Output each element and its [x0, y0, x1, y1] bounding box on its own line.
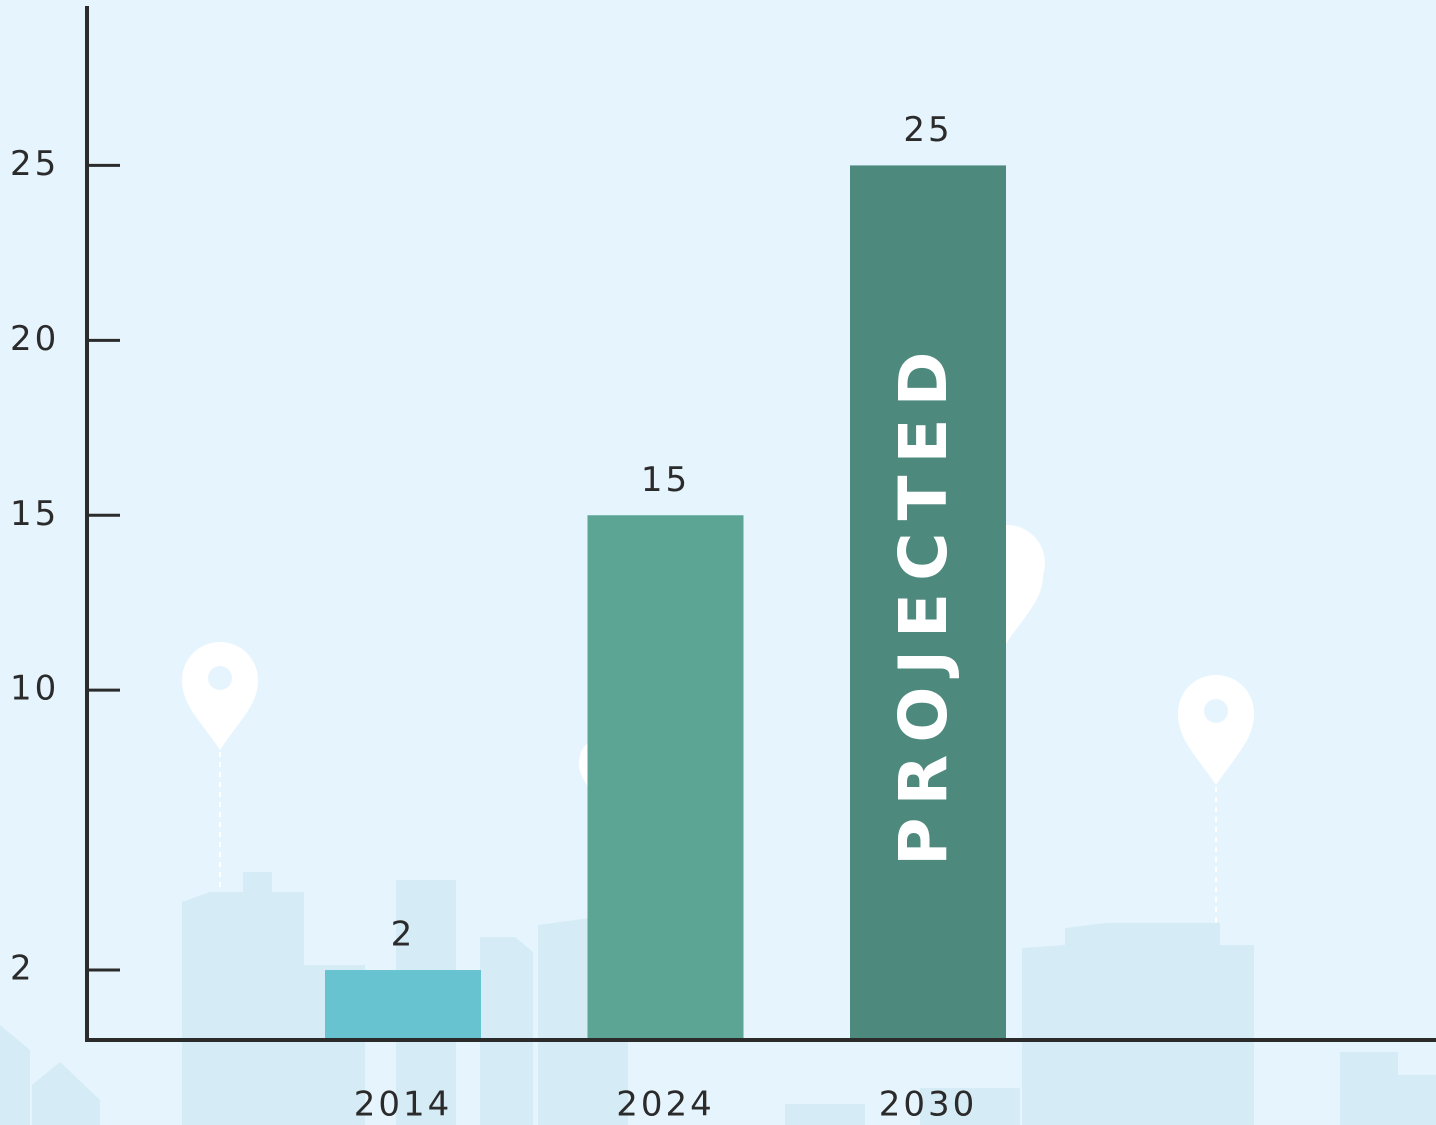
y-tick-label: 15: [10, 494, 59, 534]
value-label: 2: [391, 915, 416, 955]
y-tick-label: 20: [10, 319, 59, 359]
y-tick-label: 10: [10, 669, 59, 709]
page: 21015202522014152024252030PROJECTED (() …: [0, 0, 1436, 1125]
value-label: 15: [641, 460, 690, 500]
y-tick-label: 2: [10, 949, 35, 989]
annotation: PROJECTED: [885, 340, 962, 866]
y-tick-label: 25: [10, 144, 59, 184]
axes: [85, 6, 1436, 1040]
x-tick-label: 2030: [879, 1085, 978, 1125]
x-tick-label: 2014: [354, 1085, 453, 1125]
bar: [588, 515, 744, 1040]
x-tick-label: 2024: [616, 1085, 715, 1125]
value-label: 25: [903, 110, 952, 150]
bar: [325, 970, 481, 1040]
chart: 2 10 15 20 25 2 2014 15 2024 25 2030 PROJECTED: [0, 0, 1436, 1125]
